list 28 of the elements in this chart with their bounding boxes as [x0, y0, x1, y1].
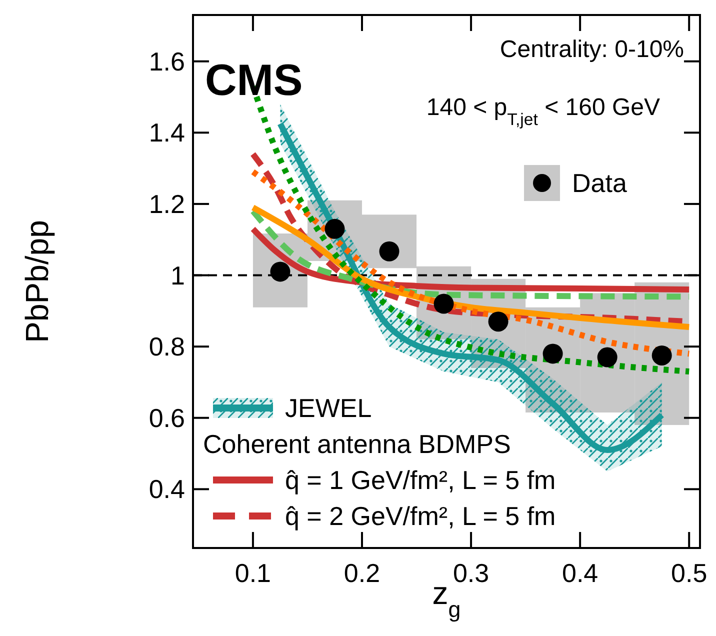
legend-title: Coherent antenna BDMPS — [203, 429, 511, 459]
y-tick-label: 0.8 — [148, 332, 185, 362]
x-tick-label: 0.1 — [234, 558, 272, 588]
y-tick-label: 1 — [170, 260, 185, 290]
y-tick-label: 0.4 — [148, 474, 185, 504]
x-tick-label: 0.2 — [344, 558, 380, 588]
legend-label: q̂ = 1 GeV/fm², L = 5 fm — [285, 465, 556, 495]
point — [542, 344, 563, 364]
annotation: CMS — [205, 56, 303, 105]
point — [270, 262, 290, 282]
y-tick-label: 0.6 — [148, 402, 185, 433]
y-axis-title: PbPb/pp — [19, 220, 55, 343]
point — [379, 241, 400, 262]
annotation: Centrality: 0-10% — [500, 36, 684, 63]
point — [434, 294, 454, 314]
y-tick-label: 1.6 — [148, 46, 185, 76]
point — [488, 312, 508, 332]
legend-label: Data — [572, 168, 628, 198]
annotation: 140 < p$_{T,jet}$ < 160 GeV — [426, 94, 660, 128]
x-tick-label: 0.4 — [562, 558, 598, 588]
y-tick-label: 1.2 — [148, 188, 185, 219]
point — [652, 345, 672, 366]
y-tick-label: 1.4 — [148, 118, 185, 148]
point — [597, 347, 618, 368]
legend-label: q̂ = 2 GeV/fm², L = 5 fm — [285, 501, 556, 531]
x-tick-label: 0.5 — [671, 558, 708, 588]
point — [324, 218, 345, 239]
legend-label: JEWEL — [285, 393, 372, 423]
